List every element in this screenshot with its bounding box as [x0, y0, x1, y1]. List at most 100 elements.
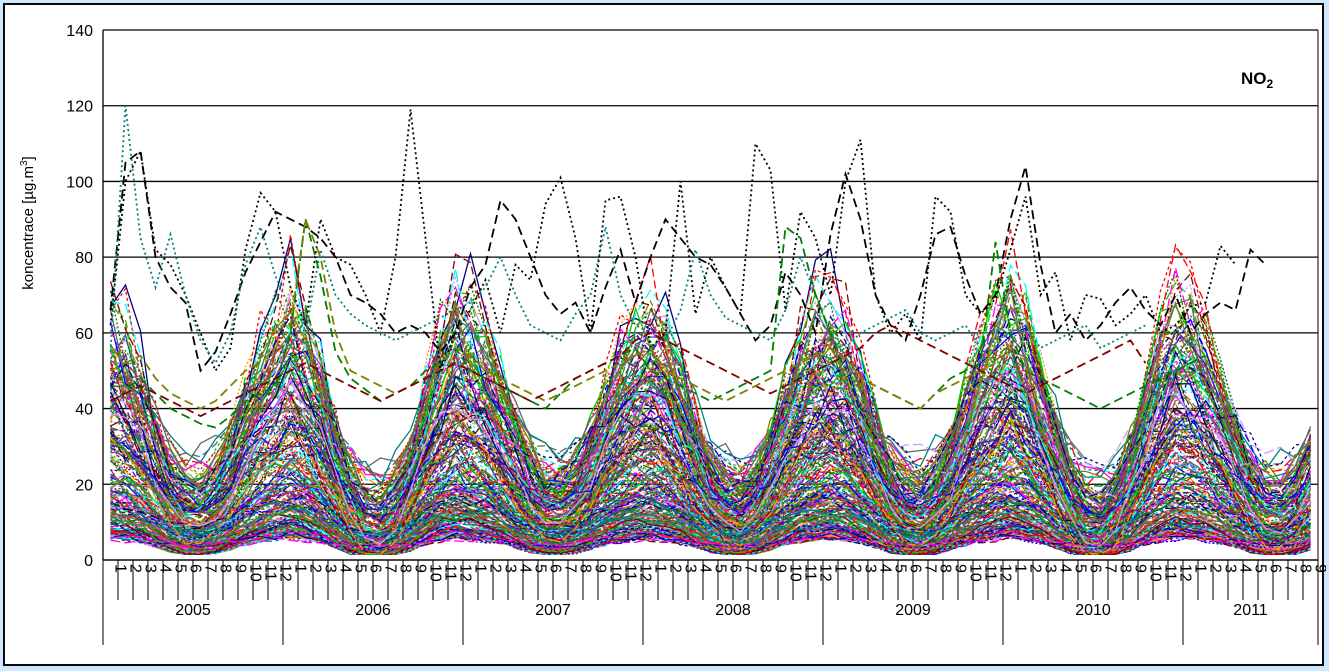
- x-month-label: 11: [262, 564, 279, 581]
- series-line: [110, 380, 1312, 547]
- series-layer: [109, 229, 1312, 556]
- x-month-label: 6: [1267, 564, 1284, 573]
- x-month-label: 10: [787, 564, 804, 582]
- series-line: [110, 300, 1312, 556]
- series-line: [110, 450, 1311, 549]
- x-month-label: 11: [1162, 564, 1179, 581]
- x-year-label: 2011: [1233, 602, 1268, 619]
- x-month-label: 2: [1027, 564, 1044, 573]
- x-month-label: 9: [1132, 564, 1149, 573]
- x-month-label: 2: [307, 564, 324, 573]
- x-month-label: 6: [727, 564, 744, 573]
- x-month-label: 3: [1222, 564, 1239, 573]
- x-month-label: 3: [682, 564, 699, 573]
- x-month-label: 5: [892, 564, 909, 573]
- series-line: [109, 314, 1312, 507]
- series-line: [545, 306, 1312, 506]
- series-line: [320, 535, 1311, 551]
- y-tick-label: 100: [66, 174, 93, 191]
- x-month-label: 9: [772, 564, 789, 573]
- x-month-label: 1: [112, 564, 129, 573]
- y-tick-label: 0: [84, 553, 93, 570]
- series-line: [110, 507, 1311, 549]
- x-month-label: 5: [532, 564, 549, 573]
- series-line: [110, 512, 966, 555]
- series-line: [110, 473, 921, 555]
- series-line: [110, 415, 1311, 537]
- x-month-label: 1: [292, 564, 309, 573]
- series-line: [110, 480, 1311, 532]
- x-month-label: 12: [1177, 564, 1194, 582]
- x-month-label: 10: [607, 564, 624, 582]
- y-tick-label: 120: [66, 99, 93, 116]
- x-month-label: 2: [1207, 564, 1224, 573]
- series-line: [575, 508, 891, 545]
- x-month-label: 12: [997, 564, 1014, 582]
- series-line: [545, 374, 1116, 481]
- series-line: [140, 441, 1311, 544]
- x-month-label: 5: [352, 564, 369, 573]
- x-month-label: 12: [817, 564, 834, 582]
- series-line: [110, 492, 1311, 533]
- x-month-label: 2: [127, 564, 144, 573]
- series-line: [110, 346, 1117, 525]
- series-line: [334, 341, 1162, 546]
- x-month-label: 6: [907, 564, 924, 573]
- series-line: [110, 518, 1311, 555]
- x-month-label: 8: [1297, 564, 1314, 573]
- x-year-label: 2008: [715, 602, 751, 619]
- x-month-label: 9: [952, 564, 969, 573]
- x-year-label: 2009: [895, 602, 931, 619]
- series-line: [574, 352, 1311, 532]
- x-month-label: 7: [922, 564, 939, 573]
- series-line: [169, 343, 1312, 533]
- series-line: [110, 376, 1312, 507]
- series-line: [110, 424, 1311, 546]
- series-line: [529, 356, 1312, 550]
- x-month-label: 4: [337, 564, 354, 573]
- x-year-label: 2007: [535, 602, 571, 619]
- y-tick-label: 20: [75, 477, 93, 494]
- x-month-label: 9: [592, 564, 609, 573]
- x-month-label: 5: [172, 564, 189, 573]
- x-month-label: 7: [382, 564, 399, 573]
- series-line: [110, 508, 1221, 548]
- series-line-highlight: [109, 149, 1267, 373]
- x-month-label: 11: [982, 564, 999, 581]
- x-month-label: 11: [622, 564, 639, 581]
- series-line: [440, 448, 1312, 546]
- series-line: [185, 408, 1312, 531]
- x-month-label: 1: [472, 564, 489, 573]
- x-month-label: 8: [217, 564, 234, 573]
- series-line-highlight: [110, 215, 996, 410]
- series-line: [365, 410, 1312, 511]
- x-month-label: 10: [967, 564, 984, 582]
- series-line: [110, 529, 1161, 555]
- x-month-label: 4: [877, 564, 894, 573]
- x-month-label: 6: [367, 564, 384, 573]
- series-line: [470, 280, 1312, 523]
- x-month-label: 7: [202, 564, 219, 573]
- x-month-label: 9: [412, 564, 429, 573]
- series-line: [110, 480, 1311, 547]
- series-line: [110, 456, 1311, 524]
- series-line-highlight: [109, 109, 1237, 373]
- x-month-label: 4: [157, 564, 174, 573]
- series-line: [110, 329, 1162, 501]
- x-month-label: 3: [142, 564, 159, 573]
- highlight-series-layer: [109, 105, 1267, 429]
- x-month-label: 12: [457, 564, 474, 582]
- y-tick-label: 140: [66, 23, 93, 40]
- series-line: [200, 506, 1311, 555]
- x-month-label: 11: [802, 564, 819, 581]
- series-line: [109, 418, 1311, 522]
- series-line: [109, 391, 1311, 515]
- x-month-label: 4: [1237, 564, 1254, 573]
- x-month-label: 2: [487, 564, 504, 573]
- x-month-label: 7: [1102, 564, 1119, 573]
- x-month-label: 3: [322, 564, 339, 573]
- x-month-label: 1: [1192, 564, 1209, 573]
- x-month-label: 7: [562, 564, 579, 573]
- series-line: [109, 301, 1311, 504]
